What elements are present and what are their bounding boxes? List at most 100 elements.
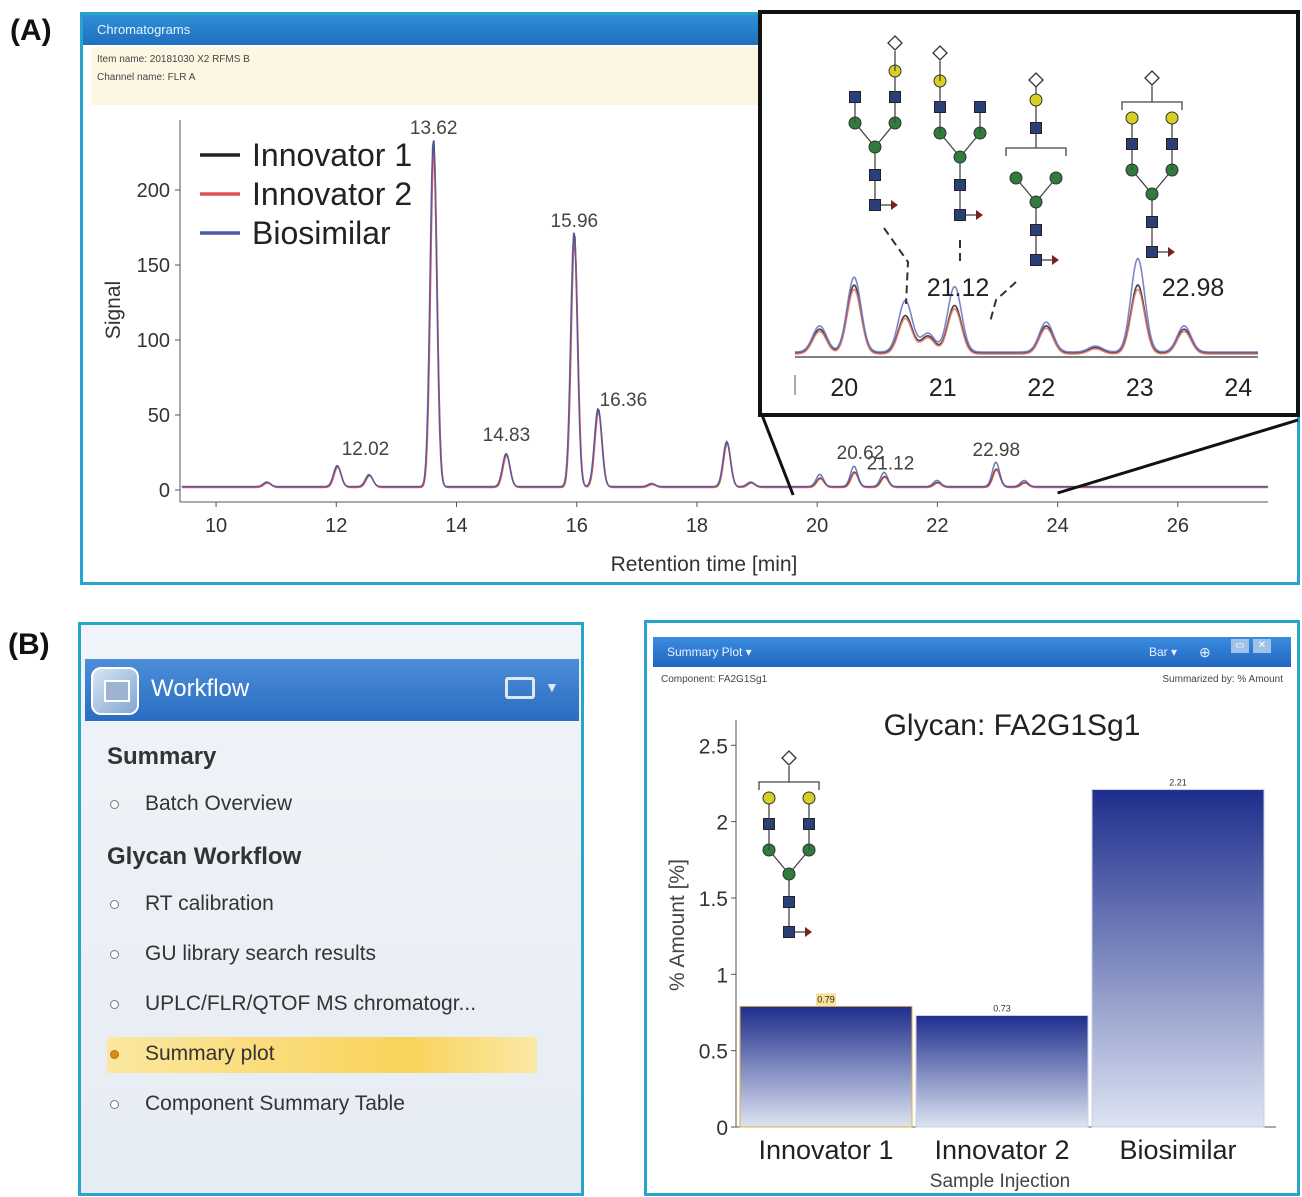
chevron-down-icon[interactable]: ▼ (545, 679, 559, 695)
workflow-pane: Workflow ▼ Summary Batch Overview Glycan… (78, 622, 584, 1196)
glycan-circle (782, 867, 796, 881)
bar-y-tick-label: 2 (716, 812, 728, 835)
glycan-circle (953, 150, 967, 164)
trace-innovator-2 (182, 151, 1269, 489)
summary-plot-subbar: Component: FA2G1Sg1 Summarized by: % Amo… (653, 669, 1291, 691)
bar-category-label: Innovator 1 (758, 1135, 893, 1165)
leader-line (989, 281, 1017, 323)
monitor-icon[interactable] (505, 677, 535, 699)
glycan-bracket (758, 781, 820, 790)
glycan-circle (1165, 111, 1179, 125)
x-tick-label: 20 (806, 515, 828, 537)
inset-x-tick-label: 23 (1126, 374, 1154, 402)
y-tick-label: 100 (137, 330, 170, 352)
summary-plot-menu[interactable]: Summary Plot ▾ (667, 645, 752, 659)
x-tick-label: 10 (205, 515, 227, 537)
panel-b-label: (B) (8, 628, 50, 661)
bar-y-tick-label: 2.5 (699, 735, 728, 758)
summary-bar-chart: Glycan: FA2G1Sg1 0 0.5 1 1.5 2 2.5 0.79 Innovato… (666, 709, 1276, 1192)
bar-y-tick-label: 1.5 (699, 888, 728, 911)
restore-icon[interactable]: ▭ (1231, 639, 1249, 653)
peak-label: 14.83 (483, 425, 531, 446)
x-tick-label: 14 (445, 515, 467, 537)
chart-type-dropdown[interactable]: Bar ▾ (1149, 645, 1178, 659)
glycan-arrow (1052, 255, 1059, 265)
glycan-circle (802, 791, 816, 805)
peak-label: 15.96 (551, 211, 599, 232)
section-summary: Summary (107, 743, 217, 770)
glycan-circle (1049, 171, 1063, 185)
glycan-square (954, 209, 966, 221)
bar (915, 1015, 1089, 1128)
inset-x-tick-label: 24 (1224, 374, 1252, 402)
y-tick-label: 0 (159, 480, 170, 502)
workflow-item-summary-plot[interactable]: Summary plot (107, 1037, 537, 1073)
workflow-item-component-table[interactable]: Component Summary Table (107, 1087, 547, 1123)
glycan-circle (1029, 93, 1043, 107)
glycan-structure-icon (1005, 72, 1067, 266)
peak-label: 22.98 (973, 440, 1021, 461)
glycan-structure-icon (848, 35, 903, 211)
trace-biosimilar (181, 140, 1268, 488)
item-name: Item name: 20181030 X2 RFMS B (97, 54, 250, 65)
inset-peak-label: 22.98 (1162, 274, 1225, 302)
y-tick-label: 200 (137, 180, 170, 202)
glycan-circle (1009, 171, 1023, 185)
workflow-item-gu-library[interactable]: GU library search results (107, 937, 547, 973)
workflow-title: Workflow (151, 675, 250, 702)
workflow-item-batch-overview[interactable]: Batch Overview (107, 787, 547, 823)
glycan-arrow (805, 927, 812, 937)
x-axis-title: Retention time [min] (611, 553, 798, 576)
x-tick-label: 18 (686, 515, 708, 537)
inset-trace (794, 257, 1258, 353)
inset-trace (794, 288, 1258, 355)
workflow-item-chromatogram[interactable]: UPLC/FLR/QTOF MS chromatogr... (107, 987, 547, 1023)
x-tick-label: 16 (566, 515, 588, 537)
bar-y-tick-label: 0.5 (699, 1041, 728, 1064)
bar-y-axis-title: % Amount [%] (666, 859, 689, 991)
bar-category-label: Biosimilar (1119, 1135, 1236, 1165)
workflow-header: Workflow ▼ (85, 659, 579, 721)
legend-label: Innovator 2 (252, 176, 412, 212)
close-icon[interactable]: ✕ (1253, 639, 1271, 653)
radio-dot-icon (110, 900, 119, 909)
inset-trace (794, 284, 1258, 354)
glycan-structure-icon (758, 750, 820, 938)
glycan-square (1030, 254, 1042, 266)
glycan-circle (868, 140, 882, 154)
zoom-connector (1057, 418, 1299, 495)
glycan-circle (1145, 187, 1159, 201)
bar (739, 1005, 913, 1128)
radio-dot-icon (110, 950, 119, 959)
workflow-item-rt-calibration[interactable]: RT calibration (107, 887, 547, 923)
glycan-diamond (1028, 72, 1044, 88)
glycan-structure-icon (1121, 70, 1183, 258)
radio-dot-icon (110, 1100, 119, 1109)
inset-x-tick-label: 22 (1027, 374, 1055, 402)
chromatogram-plot: 10 12 14 16 18 20 22 24 26 0 50 100 150 200 Retention … (102, 10, 1300, 576)
glycan-structure-icon (932, 45, 987, 221)
glycan-square (783, 926, 795, 938)
bar-data-label: 2.21 (1169, 778, 1187, 788)
bar-category-label: Innovator 2 (934, 1135, 1069, 1165)
crosshair-icon[interactable]: ⊕ (1199, 644, 1211, 660)
section-glycan-workflow: Glycan Workflow (107, 843, 302, 870)
glycan-diamond (887, 35, 903, 51)
x-tick-label: 22 (926, 515, 948, 537)
peak-label: 16.36 (600, 390, 648, 411)
x-tick-label: 24 (1046, 515, 1068, 537)
glycan-arrow (976, 210, 983, 220)
summarized-by-label: Summarized by: % Amount (1162, 674, 1283, 685)
panel-a-label: (A) (10, 14, 52, 47)
x-tick-label: 26 (1167, 515, 1189, 537)
inset-x-tick-label: 20 (830, 374, 858, 402)
glycan-square (1030, 224, 1042, 236)
leader-line (883, 227, 910, 305)
bar (1091, 789, 1265, 1128)
channel-name: Channel name: FLR A (97, 72, 196, 83)
peak-label: 21.12 (867, 454, 915, 475)
peak-label: 12.02 (342, 439, 390, 460)
bar-data-label: 0.79 (817, 994, 835, 1004)
inset-x-tick-label: 21 (929, 374, 957, 402)
glycan-circle (1029, 195, 1043, 209)
